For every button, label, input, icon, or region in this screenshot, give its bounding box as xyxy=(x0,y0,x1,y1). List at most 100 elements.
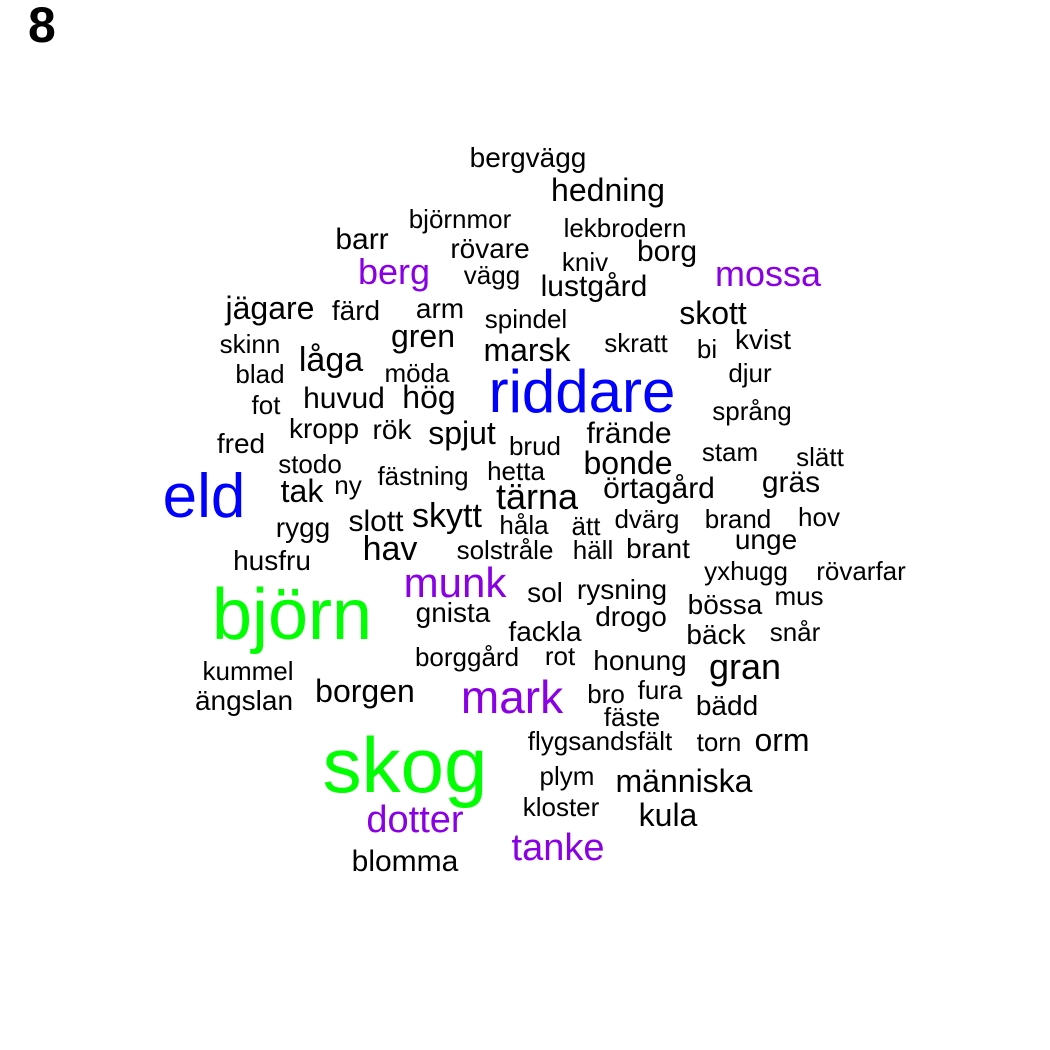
cloud-word-vagg: vägg xyxy=(463,260,521,290)
cloud-word-gran: gran xyxy=(708,646,782,687)
cloud-word-honung: honung xyxy=(593,645,687,676)
cloud-word-barr: barr xyxy=(335,223,389,256)
cloud-word-sprang: språng xyxy=(712,396,792,426)
cloud-word-rygg: rygg xyxy=(275,512,331,543)
cloud-word-munk: munk xyxy=(403,559,507,606)
cloud-word-yxhugg: yxhugg xyxy=(704,556,788,586)
cloud-word-hetta: hetta xyxy=(487,456,545,486)
cloud-word-rot: rot xyxy=(544,641,576,671)
cloud-word-rovarfar: rövarfar xyxy=(816,556,906,586)
cloud-word-skog: skog xyxy=(322,721,488,809)
cloud-word-borgen: borgen xyxy=(315,673,415,709)
cloud-word-skratt: skratt xyxy=(604,328,668,358)
cloud-word-fred: fred xyxy=(216,428,266,459)
cloud-word-kula: kula xyxy=(638,797,698,833)
panel-number: 8 xyxy=(28,0,56,53)
cloud-word-spindel: spindel xyxy=(484,304,568,334)
cloud-word-husfru: husfru xyxy=(233,545,311,576)
cloud-word-mossa: mossa xyxy=(714,253,822,294)
cloud-word-lustgard: lustgård xyxy=(540,270,648,303)
cloud-word-skott: skott xyxy=(679,295,747,331)
cloud-word-fura: fura xyxy=(637,675,683,705)
cloud-word-djur: djur xyxy=(728,358,772,388)
cloud-word-hala: håla xyxy=(499,510,549,540)
cloud-word-fard: färd xyxy=(331,295,381,326)
cloud-word-slatt: slätt xyxy=(796,442,844,472)
cloud-word-orm: orm xyxy=(754,722,810,758)
cloud-word-hall: häll xyxy=(572,535,614,565)
cloud-word-stodo: stodo xyxy=(278,449,342,479)
cloud-word-arm: arm xyxy=(415,293,465,324)
cloud-word-tarna: tärna xyxy=(495,476,579,517)
cloud-word-snar: snår xyxy=(769,617,821,647)
cloud-word-gnista: gnista xyxy=(415,597,491,628)
cloud-word-rok: rök xyxy=(372,414,412,445)
cloud-word-brud: brud xyxy=(508,431,562,461)
cloud-word-bergvagg: bergvägg xyxy=(469,142,587,173)
cloud-word-brand: brand xyxy=(704,504,772,534)
cloud-word-rysning: rysning xyxy=(576,574,668,605)
cloud-word-tanke: tanke xyxy=(511,827,605,869)
cloud-word-bjorn: björn xyxy=(211,575,373,655)
cloud-word-hav: hav xyxy=(362,530,418,568)
cloud-word-laga: låga xyxy=(298,341,364,379)
cloud-word-bossa: bössa xyxy=(687,589,763,620)
cloud-word-borg: borg xyxy=(636,235,698,268)
cloud-word-kummel: kummel xyxy=(202,656,294,686)
cloud-word-riddare: riddare xyxy=(488,358,676,425)
cloud-word-sol: sol xyxy=(527,577,563,608)
cloud-word-hog: hög xyxy=(402,379,456,415)
cloud-word-fot: fot xyxy=(251,390,281,420)
cloud-word-bi: bi xyxy=(696,334,718,364)
cloud-word-marsk: marsk xyxy=(483,332,571,368)
cloud-word-kvist: kvist xyxy=(735,324,791,355)
cloud-word-skinn: skinn xyxy=(219,329,281,359)
cloud-word-brant: brant xyxy=(626,533,690,564)
cloud-word-berg: berg xyxy=(357,251,431,292)
cloud-word-dvarg: dvärg xyxy=(614,504,680,534)
cloud-word-gras: gräs xyxy=(761,466,821,499)
cloud-word-flygsandsfalt: flygsandsfält xyxy=(527,726,673,756)
cloud-word-plym: plym xyxy=(539,761,595,791)
cloud-word-moda: möda xyxy=(384,358,450,388)
cloud-word-kniv: kniv xyxy=(561,247,609,277)
cloud-word-angslan: ängslan xyxy=(194,685,294,716)
cloud-word-hedning: hedning xyxy=(551,172,665,208)
cloud-word-hov: hov xyxy=(798,502,840,532)
cloud-word-blomma: blomma xyxy=(351,845,459,878)
cloud-word-mark: mark xyxy=(460,671,564,723)
cloud-word-stam: stam xyxy=(701,437,759,467)
cloud-word-gren: gren xyxy=(390,318,456,354)
cloud-word-bonde: bonde xyxy=(583,445,673,481)
cloud-word-ortagard: örtagård xyxy=(603,472,715,505)
cloud-word-blad: blad xyxy=(235,359,285,389)
cloud-word-lekbrodern: lekbrodern xyxy=(563,213,687,243)
cloud-word-mus: mus xyxy=(774,581,824,611)
cloud-word-eld: eld xyxy=(162,462,246,531)
cloud-word-torn: torn xyxy=(696,727,742,757)
cloud-word-borggard: borggård xyxy=(414,642,520,672)
cloud-word-rovare: rövare xyxy=(450,233,530,264)
cloud-word-unge: unge xyxy=(734,524,798,555)
cloud-word-jagare: jägare xyxy=(225,290,315,326)
cloud-word-faste: fäste xyxy=(603,702,661,732)
cloud-word-manniska: människa xyxy=(615,763,753,799)
cloud-word-spjut: spjut xyxy=(428,415,496,451)
cloud-word-kloster: kloster xyxy=(522,792,600,822)
cloud-word-back: bäck xyxy=(686,619,746,650)
cloud-word-att: ätt xyxy=(571,511,601,541)
cloud-word-solstrale: solstråle xyxy=(456,535,554,565)
cloud-word-slott: slott xyxy=(348,505,404,538)
cloud-word-fastning: fästning xyxy=(377,461,469,491)
cloud-word-bro: bro xyxy=(587,679,625,709)
cloud-word-badd: bädd xyxy=(695,690,759,721)
cloud-word-fackla: fackla xyxy=(508,616,582,647)
cloud-word-huvud: huvud xyxy=(303,382,385,415)
cloud-word-dotter: dotter xyxy=(366,799,464,841)
cloud-word-skytt: skytt xyxy=(412,497,482,535)
cloud-word-ny: ny xyxy=(334,470,362,500)
cloud-word-drogo: drogo xyxy=(595,601,667,632)
cloud-word-frande: frände xyxy=(586,417,672,450)
cloud-word-bjornmor: björnmor xyxy=(408,204,512,234)
